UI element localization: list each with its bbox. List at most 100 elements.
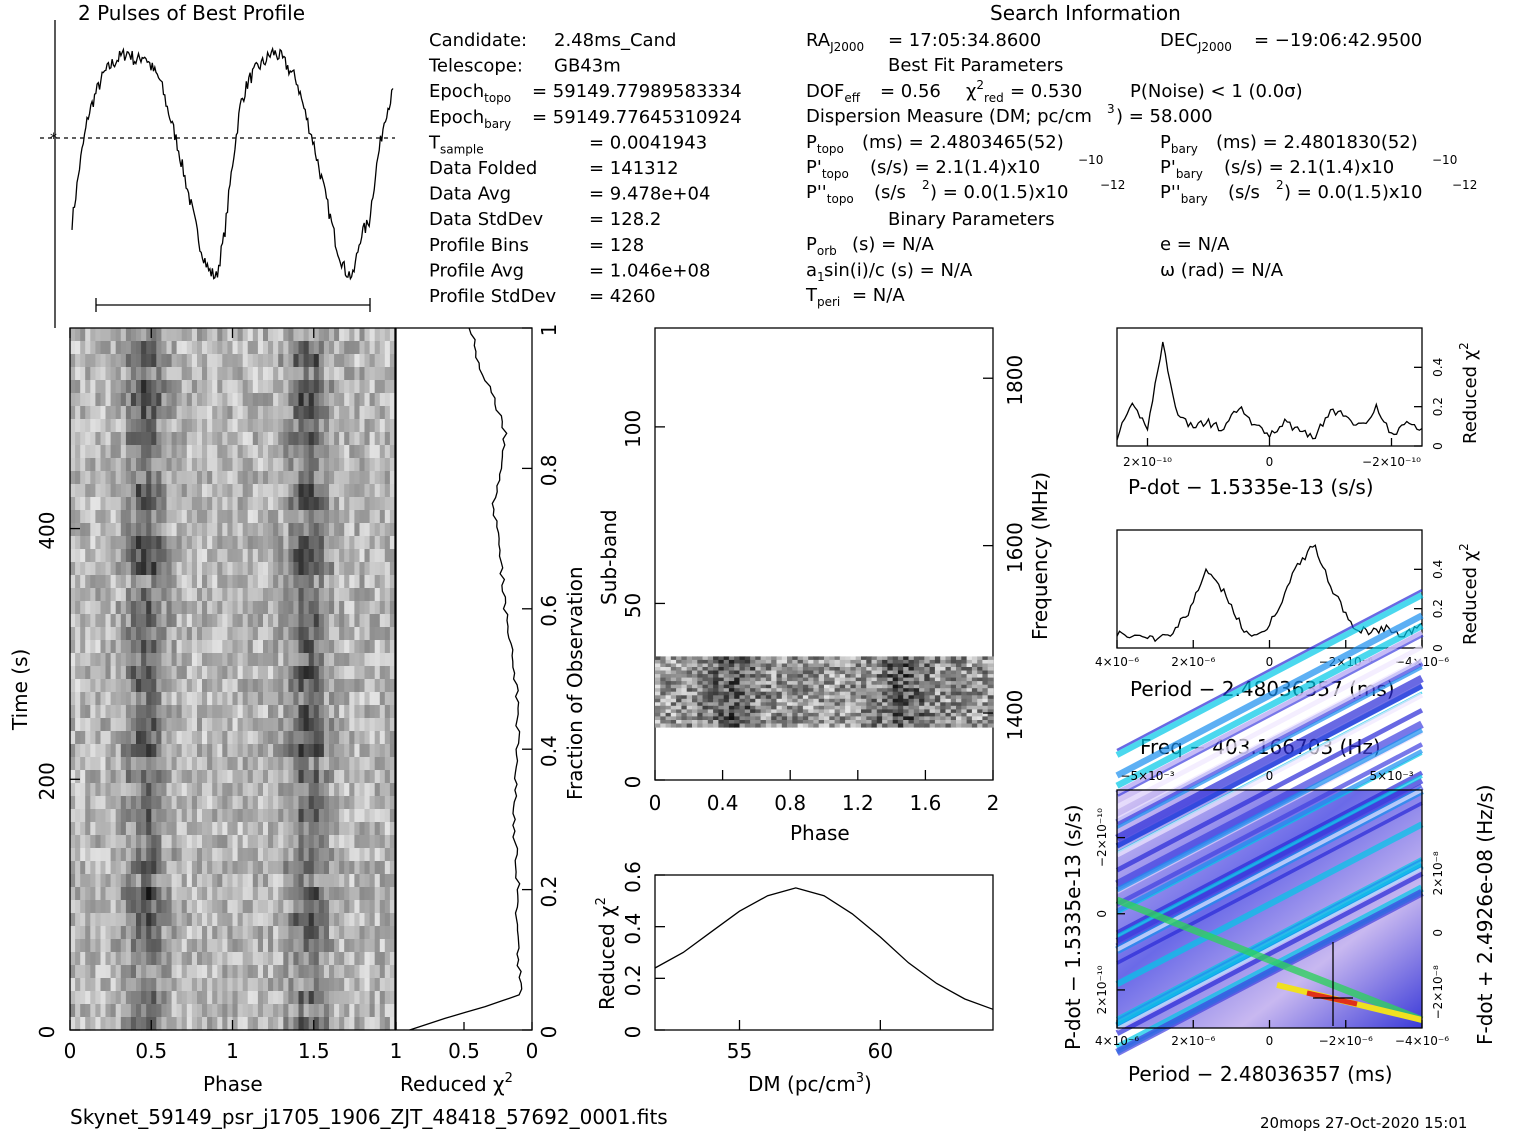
subband-cell [834,698,841,703]
time-phase-cell [197,510,203,524]
time-phase-cell [197,627,203,641]
time-phase-cell [369,939,376,953]
time-phase-cell [308,354,315,368]
subband-cell [924,656,931,661]
time-phase-cell [379,835,386,849]
subband-cell [876,667,883,672]
time-phase-cell [115,549,122,563]
subband-cell [750,691,756,696]
info-value-2: = 59149.77989583334 [532,81,742,102]
time-phase-cell [212,601,218,615]
small-xtick-label: 2×10⁻⁶ [1171,655,1215,669]
subband-cell [950,695,957,700]
subband-cell [765,670,772,675]
time-phase-cell [237,588,244,602]
time-phase-cell [303,341,310,355]
subband-cell [892,684,899,689]
time-phase-cell [202,406,208,420]
time-phase-cell [232,536,239,550]
time-phase-cell [384,744,391,758]
time-phase-cell [389,432,396,446]
time-phase-cell [334,354,340,368]
time-phase-cell [105,874,112,888]
time-phase-cell [232,1017,239,1031]
time-phase-cell [303,562,310,576]
time-phase-cell [308,588,315,602]
time-phase-cell [329,1004,335,1018]
time-phase-cell [80,341,86,355]
time-phase-cell [257,965,264,979]
time-phase-cell [288,783,295,797]
time-phase-cell [161,549,168,563]
time-phase-cell [339,640,345,654]
time-phase-cell [90,861,96,875]
time-phase-cell [95,562,102,576]
time-phase-cell [166,354,173,368]
time-phase-cell [298,640,305,654]
time-phase-cell [161,835,168,849]
subband-cell [686,677,693,682]
subband-cell [824,720,830,725]
time-phase-cell [115,978,122,992]
subband-cell [781,705,788,710]
time-phase-cell [384,653,391,667]
time-phase-cell [389,406,396,420]
time-phase-cell [379,861,386,875]
subband-cell [940,695,947,700]
subband-cell [765,705,772,710]
time-phase-cell [80,705,86,719]
pddtopo-exp: −12 [1100,178,1125,192]
time-phase-cell [227,874,234,888]
subband-cell [934,656,941,661]
time-phase-cell [257,731,264,745]
subband-cell [808,716,815,721]
time-phase-cell [85,341,91,355]
subband-cell [813,698,820,703]
time-phase-cell [283,874,289,888]
time-phase-cell [75,393,81,407]
subband-cell [744,723,751,728]
time-phase-cell [252,809,259,823]
time-phase-cell [80,497,86,511]
time-phase-cell [191,913,198,927]
time-phase-cell [191,874,198,888]
subband-cell [681,659,688,664]
subband-cell [723,712,730,717]
time-phase-cell [212,900,218,914]
time-phase-cell [70,731,76,745]
time-phase-cell [197,1017,203,1031]
time-phase-cell [339,692,345,706]
time-phase-cell [374,1004,381,1018]
time-phase-cell [95,757,102,771]
time-phase-cell [181,861,188,875]
time-phase-cell [141,978,147,992]
subband-cell [919,716,925,721]
subband-cell [855,684,862,689]
subband-cell [971,702,978,707]
time-phase-cell [389,835,396,849]
time-phase-cell [288,731,295,745]
subband-cell [692,716,698,721]
time-phase-cell [237,679,244,693]
time-phase-cell [242,952,249,966]
subband-cell [892,702,899,707]
time-phase-cell [85,744,91,758]
subband-cell [956,712,962,717]
dm-ytick-label: 0.2 [621,964,645,996]
time-phase-cell [207,770,213,784]
time-phase-cell [237,991,244,1005]
ppd-streak [1115,778,1424,944]
time-phase-cell [252,523,259,537]
time-phase-cell [247,471,254,485]
time-phase-cell [222,757,228,771]
time-phase-cell [354,718,361,732]
time-phase-cell [384,588,391,602]
time-phase-cell [75,458,81,472]
subband-cell [697,712,704,717]
time-phase-cell [374,952,381,966]
subband-cell [977,670,984,675]
time-phase-cell [288,536,295,550]
time-phase-cell [334,939,340,953]
time-phase-cell [364,796,371,810]
time-phase-cell [318,562,325,576]
